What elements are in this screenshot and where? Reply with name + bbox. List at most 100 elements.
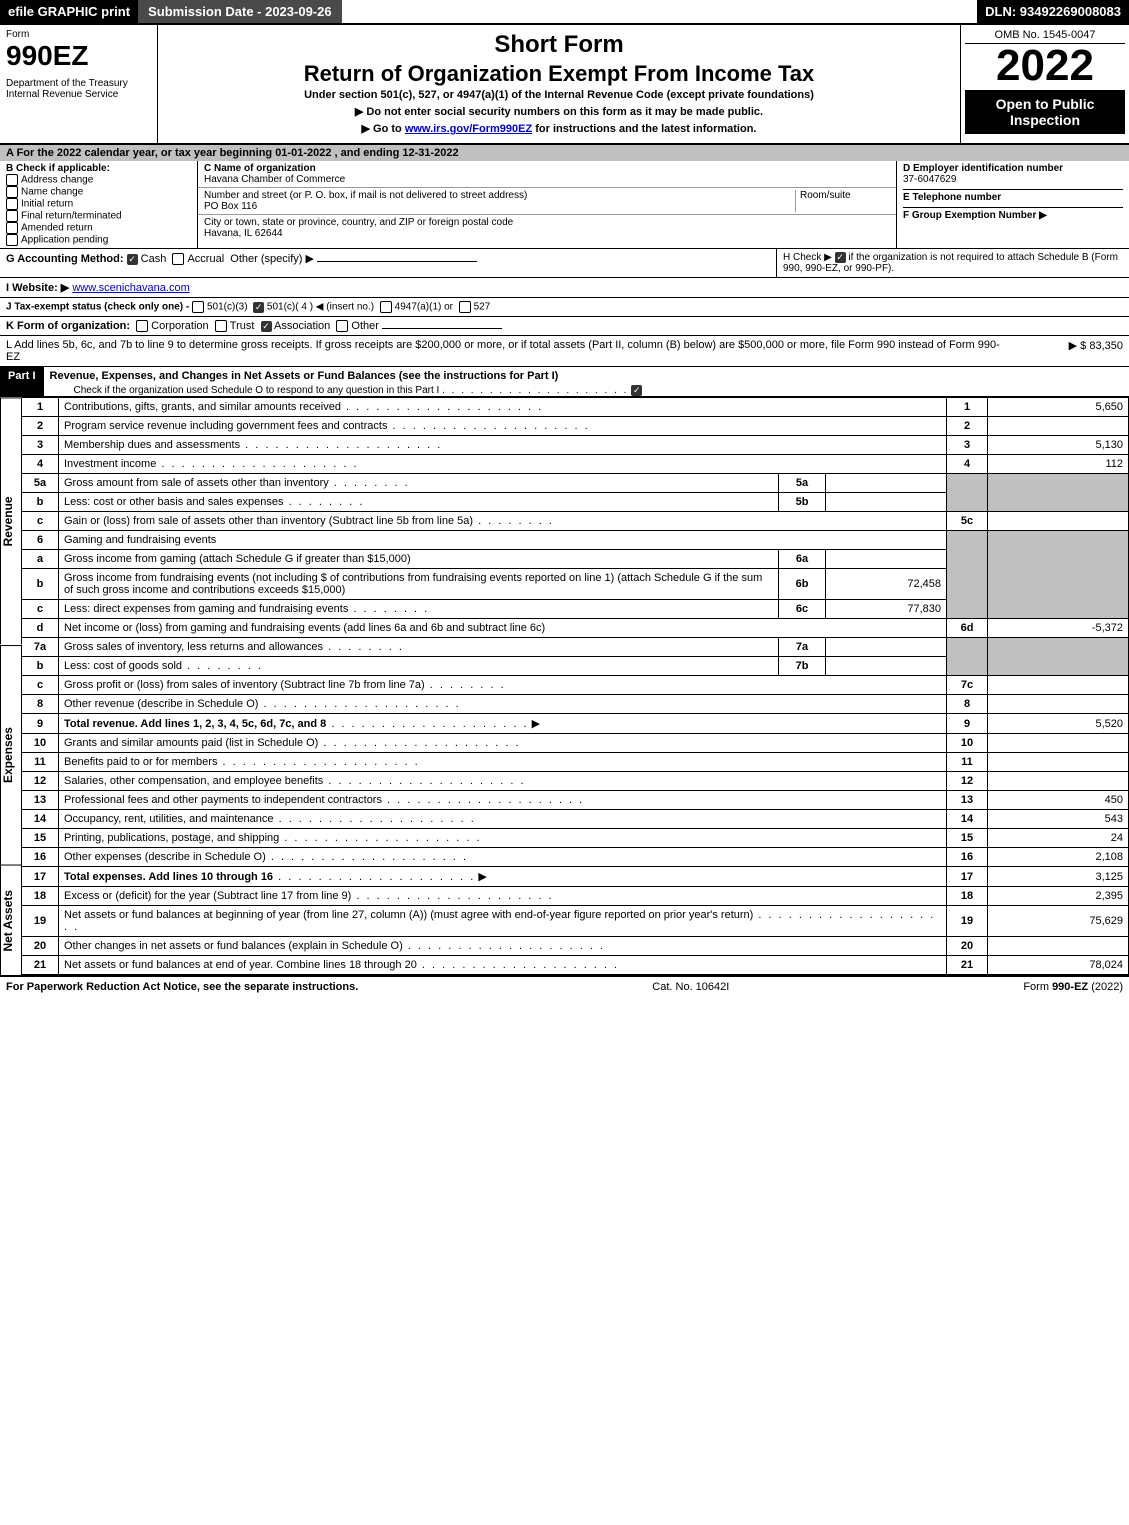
line17-desc: Total expenses. Add lines 10 through 16 (64, 871, 273, 883)
other-org-input[interactable] (382, 328, 502, 329)
line6c-mid: 6c (779, 600, 826, 619)
line1-desc: Contributions, gifts, grants, and simila… (64, 401, 341, 413)
L-amount: ▶ $ 83,350 (1003, 339, 1123, 363)
checkbox-501c3[interactable] (192, 301, 204, 313)
submission-date: Submission Date - 2023-09-26 (138, 0, 342, 23)
other-specify-input[interactable] (317, 261, 477, 262)
checkbox-initial-return[interactable] (6, 198, 18, 210)
opt-trust: Trust (230, 320, 255, 332)
checkbox-final-return[interactable] (6, 210, 18, 222)
line7b-mid: 7b (779, 657, 826, 676)
line1-amt: 5,650 (988, 398, 1129, 417)
line6b-mval: 72,458 (826, 569, 947, 600)
checkbox-schedule-b[interactable]: ✓ (835, 252, 846, 263)
line7c-amt (988, 676, 1129, 695)
line17-amt: 3,125 (988, 867, 1129, 887)
line5a-mval (826, 474, 947, 493)
checkbox-name-change[interactable] (6, 186, 18, 198)
line13-desc: Professional fees and other payments to … (64, 794, 382, 806)
line20-amt (988, 937, 1129, 956)
part-I-header-row: Part I Revenue, Expenses, and Changes in… (0, 367, 1129, 397)
checkbox-other-org[interactable] (336, 320, 348, 332)
line8-desc: Other revenue (describe in Schedule O) (64, 698, 258, 710)
checkbox-amended-return[interactable] (6, 222, 18, 234)
I-label: I Website: ▶ (6, 282, 69, 294)
line13-amt: 450 (988, 791, 1129, 810)
website-link[interactable]: www.scenichavana.com (72, 282, 189, 294)
line6b-mid: 6b (779, 569, 826, 600)
line3-desc: Membership dues and assessments (64, 439, 240, 451)
checkbox-cash[interactable]: ✓ (127, 254, 138, 265)
C-addr-label: Number and street (or P. O. box, if mail… (204, 190, 795, 201)
checkbox-association[interactable]: ✓ (261, 321, 272, 332)
form-ref: Form 990-EZ (2022) (1023, 981, 1123, 993)
opt-527: 527 (474, 302, 491, 313)
org-city: Havana, IL 62644 (204, 228, 890, 239)
block-BCDEF: B Check if applicable: Address change Na… (0, 161, 1129, 249)
line9-desc: Total revenue. Add lines 1, 2, 3, 4, 5c,… (64, 718, 326, 730)
line19-desc: Net assets or fund balances at beginning… (64, 909, 753, 921)
line11-desc: Benefits paid to or for members (64, 756, 217, 768)
top-bar: efile GRAPHIC print Submission Date - 20… (0, 0, 1129, 25)
line6a-mid: 6a (779, 550, 826, 569)
checkbox-corporation[interactable] (136, 320, 148, 332)
line5a-mid: 5a (779, 474, 826, 493)
form-word: Form (6, 29, 151, 40)
line-L: L Add lines 5b, 6c, and 7b to line 9 to … (0, 336, 1129, 367)
line12-amt (988, 772, 1129, 791)
part-I-table: 1Contributions, gifts, grants, and simil… (22, 397, 1129, 975)
line7c-desc: Gross profit or (loss) from sales of inv… (64, 679, 425, 691)
under-section: Under section 501(c), 527, or 4947(a)(1)… (162, 89, 956, 101)
line16-amt: 2,108 (988, 848, 1129, 867)
instr-no-ssn: ▶ Do not enter social security numbers o… (162, 105, 956, 118)
line4-desc: Investment income (64, 458, 156, 470)
line6d-desc: Net income or (loss) from gaming and fun… (64, 622, 545, 634)
irs-label: Internal Revenue Service (6, 89, 151, 100)
org-name: Havana Chamber of Commerce (204, 174, 890, 185)
ein-value: 37-6047629 (903, 174, 1123, 185)
line7c-rln: 7c (947, 676, 988, 695)
checkbox-4947a1[interactable] (380, 301, 392, 313)
checkbox-application-pending[interactable] (6, 234, 18, 246)
line5c-desc: Gain or (loss) from sale of assets other… (64, 515, 473, 527)
H-text1: H Check ▶ (783, 252, 835, 263)
line-A: A For the 2022 calendar year, or tax yea… (0, 145, 1129, 161)
checkbox-address-change[interactable] (6, 174, 18, 186)
line21-amt: 78,024 (988, 956, 1129, 975)
line6d-rln: 6d (947, 619, 988, 638)
open-to-public: Open to Public Inspection (965, 90, 1125, 134)
line14-desc: Occupancy, rent, utilities, and maintena… (64, 813, 274, 825)
C-name-label: C Name of organization (204, 163, 890, 174)
instr-goto: ▶ Go to www.irs.gov/Form990EZ for instru… (162, 122, 956, 135)
side-net-assets: Net Assets (0, 865, 22, 976)
K-label: K Form of organization: (6, 320, 130, 332)
form-header: Form 990EZ Department of the Treasury In… (0, 25, 1129, 145)
line7b-desc: Less: cost of goods sold (64, 660, 182, 672)
checkbox-trust[interactable] (215, 320, 227, 332)
line9-amt: 5,520 (988, 714, 1129, 734)
opt-association: Association (274, 320, 330, 332)
efile-print-label[interactable]: efile GRAPHIC print (0, 0, 138, 23)
cat-no: Cat. No. 10642I (358, 981, 1023, 993)
line5a-desc: Gross amount from sale of assets other t… (64, 477, 329, 489)
B-label: B Check if applicable: (6, 163, 191, 174)
checkbox-accrual[interactable] (172, 253, 184, 265)
line15-amt: 24 (988, 829, 1129, 848)
opt-other-org: Other (351, 320, 379, 332)
line10-amt (988, 734, 1129, 753)
C-city-label: City or town, state or province, country… (204, 217, 890, 228)
checkbox-501c[interactable]: ✓ (253, 302, 264, 313)
irs-link[interactable]: www.irs.gov/Form990EZ (405, 123, 532, 135)
checkbox-527[interactable] (459, 301, 471, 313)
line15-desc: Printing, publications, postage, and shi… (64, 832, 279, 844)
checkbox-schedule-o[interactable]: ✓ (631, 385, 642, 396)
row-GH: G Accounting Method: ✓ Cash Accrual Othe… (0, 249, 1129, 278)
opt-name-change: Name change (21, 187, 83, 198)
line6b-desc: Gross income from fundraising events (no… (59, 569, 779, 600)
line-I: I Website: ▶ www.scenichavana.com (0, 278, 1129, 298)
line6c-desc: Less: direct expenses from gaming and fu… (64, 603, 348, 615)
line19-amt: 75,629 (988, 906, 1129, 937)
dln-label: DLN: 93492269008083 (977, 0, 1129, 23)
line7a-desc: Gross sales of inventory, less returns a… (64, 641, 323, 653)
line-K: K Form of organization: Corporation Trus… (0, 317, 1129, 336)
